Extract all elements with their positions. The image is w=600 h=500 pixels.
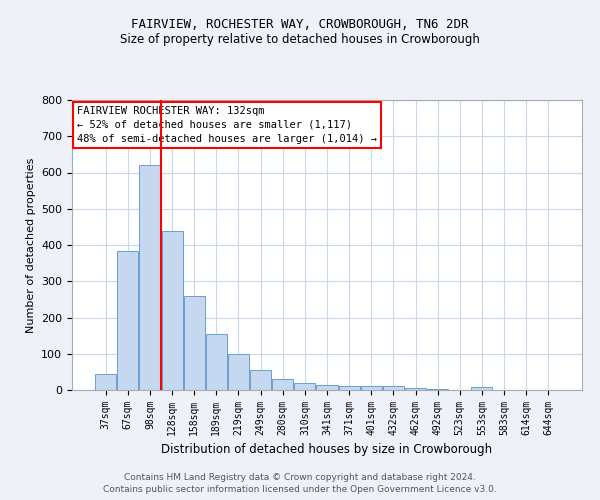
Bar bbox=[228, 354, 249, 390]
Bar bbox=[184, 296, 205, 390]
Bar bbox=[472, 388, 493, 390]
Bar bbox=[206, 334, 227, 390]
Y-axis label: Number of detached properties: Number of detached properties bbox=[26, 158, 35, 332]
Bar bbox=[161, 230, 182, 390]
Bar bbox=[427, 389, 448, 390]
Bar bbox=[139, 164, 160, 390]
Text: Contains public sector information licensed under the Open Government Licence v3: Contains public sector information licen… bbox=[103, 485, 497, 494]
Bar bbox=[316, 385, 338, 390]
X-axis label: Distribution of detached houses by size in Crowborough: Distribution of detached houses by size … bbox=[161, 444, 493, 456]
Bar bbox=[361, 386, 382, 390]
Bar bbox=[405, 388, 426, 390]
Bar bbox=[118, 251, 139, 390]
Bar bbox=[95, 374, 116, 390]
Bar bbox=[338, 386, 359, 390]
Text: Size of property relative to detached houses in Crowborough: Size of property relative to detached ho… bbox=[120, 32, 480, 46]
Bar bbox=[295, 383, 316, 390]
Bar bbox=[383, 386, 404, 390]
Bar bbox=[272, 379, 293, 390]
Text: FAIRVIEW, ROCHESTER WAY, CROWBOROUGH, TN6 2DR: FAIRVIEW, ROCHESTER WAY, CROWBOROUGH, TN… bbox=[131, 18, 469, 30]
Text: FAIRVIEW ROCHESTER WAY: 132sqm
← 52% of detached houses are smaller (1,117)
48% : FAIRVIEW ROCHESTER WAY: 132sqm ← 52% of … bbox=[77, 106, 377, 144]
Bar bbox=[250, 370, 271, 390]
Text: Contains HM Land Registry data © Crown copyright and database right 2024.: Contains HM Land Registry data © Crown c… bbox=[124, 472, 476, 482]
